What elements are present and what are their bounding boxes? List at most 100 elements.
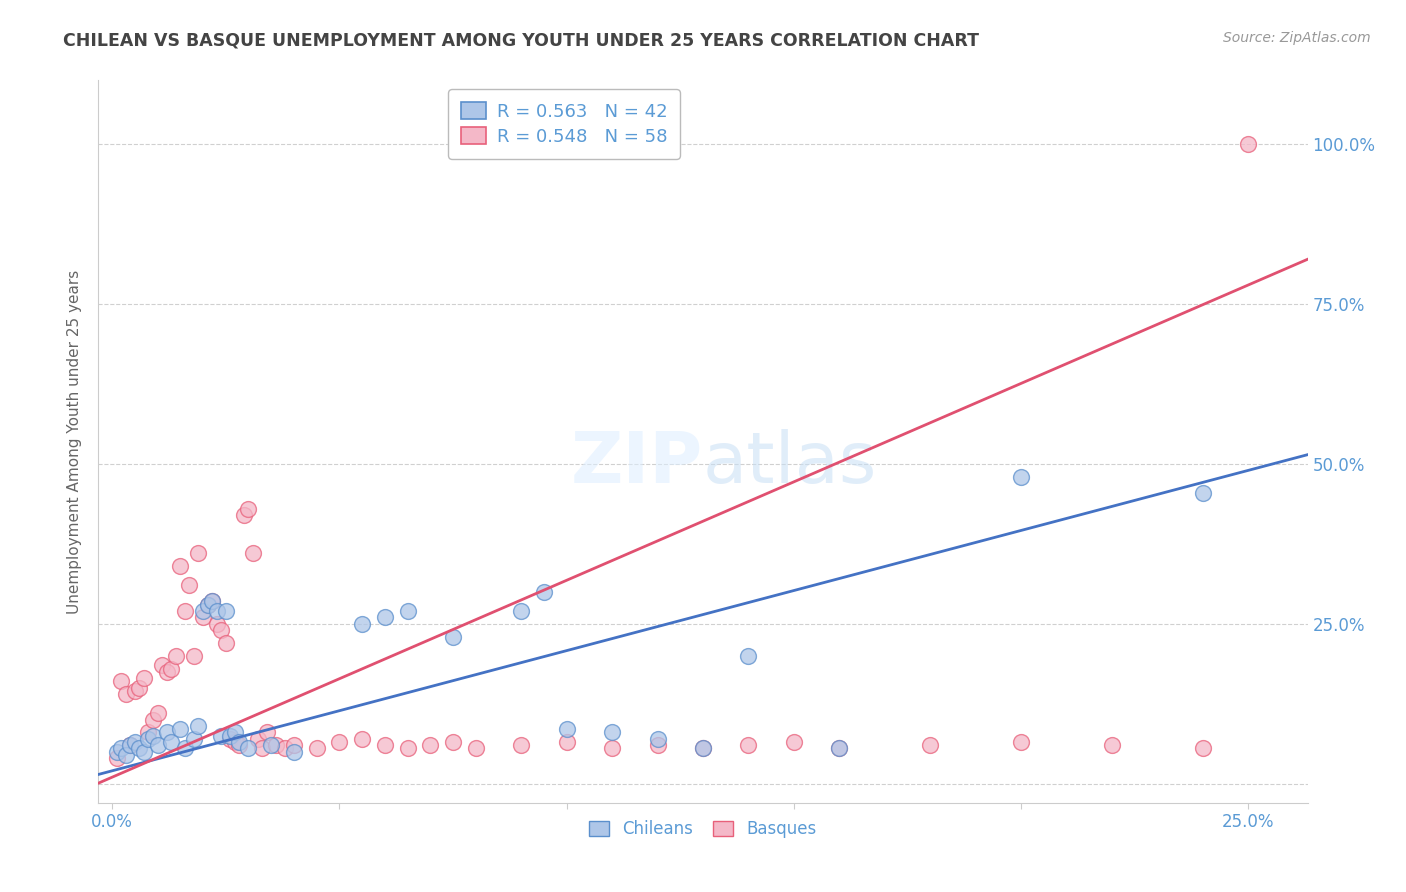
Point (647, 731, 669, 746)
Point (187, 546, 209, 560)
Point (1010, 735, 1032, 749)
Point (201, 594, 224, 608)
Point (555, 735, 578, 749)
Point (209, 729, 232, 743)
Point (737, 738, 759, 752)
Point (441, 630, 464, 644)
Point (155, 665, 177, 679)
Point (169, 723, 191, 737)
Point (205, 604, 228, 618)
Point (396, 741, 419, 756)
Point (179, 578, 201, 592)
Point (510, 604, 533, 618)
Point (510, 738, 533, 752)
Point (160, 661, 183, 675)
Point (647, 738, 669, 752)
Point (183, 648, 205, 663)
Point (209, 623, 232, 637)
Point (132, 671, 155, 685)
Point (374, 610, 396, 624)
Point (396, 604, 419, 618)
Point (146, 706, 169, 721)
Point (191, 604, 214, 618)
Point (183, 731, 205, 746)
Point (197, 598, 219, 612)
Point (142, 729, 165, 743)
Point (1101, 738, 1123, 752)
Point (232, 508, 254, 522)
Point (219, 729, 242, 743)
Point (419, 738, 441, 752)
Point (201, 594, 224, 608)
Point (114, 687, 136, 701)
Text: ZIP: ZIP (571, 429, 703, 498)
Point (110, 741, 132, 756)
Point (352, 731, 374, 746)
Point (828, 741, 851, 756)
Point (187, 719, 209, 733)
Point (155, 725, 177, 739)
Text: atlas: atlas (703, 429, 877, 498)
Point (215, 636, 238, 650)
Point (274, 741, 297, 756)
Point (264, 738, 287, 752)
Point (124, 684, 146, 698)
Point (228, 738, 250, 752)
Point (783, 735, 806, 749)
Point (692, 741, 714, 756)
Point (260, 738, 283, 752)
Point (920, 738, 942, 752)
Point (305, 741, 328, 756)
Point (256, 725, 278, 739)
Point (165, 648, 187, 663)
Point (215, 604, 238, 618)
Point (441, 735, 464, 749)
Point (120, 738, 142, 752)
Point (352, 616, 374, 631)
Point (464, 741, 486, 756)
Point (737, 648, 759, 663)
Point (160, 735, 183, 749)
Point (110, 674, 132, 689)
Point (128, 741, 150, 756)
Point (224, 735, 246, 749)
Point (555, 723, 578, 737)
Point (250, 741, 273, 756)
Point (1192, 741, 1215, 756)
Point (105, 745, 128, 759)
Point (197, 598, 219, 612)
Point (1192, 485, 1215, 500)
Point (242, 546, 264, 560)
Point (142, 713, 165, 727)
Legend: Chileans, Basques: Chileans, Basques (582, 814, 824, 845)
Point (238, 501, 260, 516)
Point (191, 610, 214, 624)
Point (600, 741, 623, 756)
Point (1010, 469, 1032, 483)
Point (205, 616, 228, 631)
Point (374, 738, 396, 752)
Point (600, 725, 623, 739)
Point (283, 738, 305, 752)
Point (533, 584, 555, 599)
Point (150, 658, 173, 673)
Point (138, 731, 160, 746)
Point (692, 741, 714, 756)
Point (283, 745, 305, 759)
Point (328, 735, 350, 749)
Point (173, 741, 195, 756)
Point (120, 738, 142, 752)
Point (128, 681, 150, 695)
Point (138, 725, 160, 739)
Point (1237, 137, 1260, 152)
Point (173, 604, 195, 618)
Point (124, 735, 146, 749)
Point (238, 741, 260, 756)
Point (246, 731, 269, 746)
Point (169, 559, 191, 574)
Point (146, 738, 169, 752)
Text: CHILEAN VS BASQUE UNEMPLOYMENT AMONG YOUTH UNDER 25 YEARS CORRELATION CHART: CHILEAN VS BASQUE UNEMPLOYMENT AMONG YOU… (63, 31, 979, 49)
Point (114, 747, 136, 762)
Y-axis label: Unemployment Among Youth under 25 years: Unemployment Among Youth under 25 years (66, 269, 82, 614)
Point (105, 751, 128, 765)
